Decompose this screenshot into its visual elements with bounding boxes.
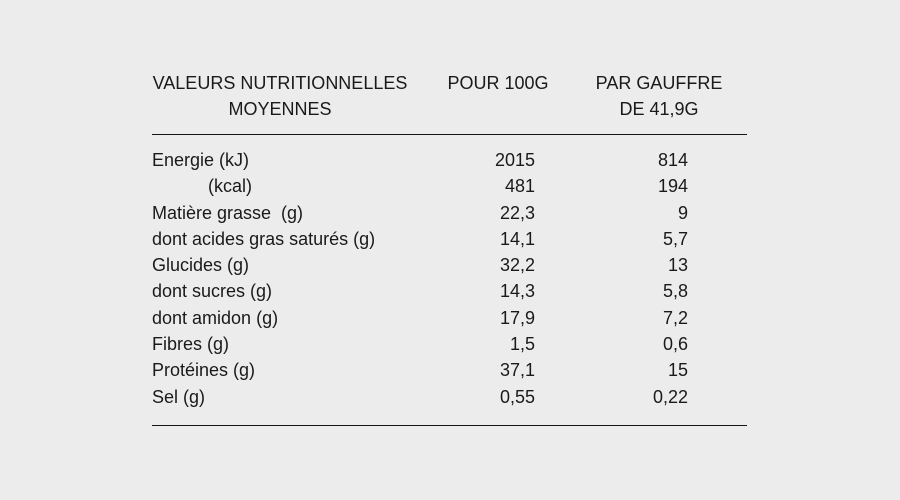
row-label: Sel (g) [152, 386, 206, 407]
value-per-gauffre: 0,22 [652, 386, 688, 407]
table-header: VALEURS NUTRITIONNELLES MOYENNES POUR 10… [152, 70, 747, 122]
value-per-gauffre: 0,6 [662, 334, 688, 355]
table-row: Sel (g) 0,55 0,22 [152, 384, 747, 410]
value-per-100g: 0,55 [499, 386, 535, 407]
value-per-100g: 32,2 [499, 255, 535, 276]
row-label: Fibres (g) [152, 334, 230, 355]
value-per-100g: 14,3 [499, 281, 535, 302]
table-row: Glucides (g) 32,2 13 [152, 252, 747, 278]
row-label: dont sucres (g) [152, 281, 273, 302]
header-col-averages: VALEURS NUTRITIONNELLES MOYENNES [152, 70, 437, 122]
row-label: Energie (kJ) [152, 150, 250, 170]
value-per-gauffre: 15 [667, 360, 688, 381]
table-row: dont acides gras saturés (g) 14,1 5,7 [152, 226, 747, 252]
value-per-100g: 1,5 [509, 334, 535, 355]
row-label: Glucides (g) [152, 255, 250, 276]
value-per-gauffre: 9 [677, 202, 688, 223]
value-per-100g: 22,3 [499, 202, 535, 223]
table-row: Fibres (g) 1,5 0,6 [152, 331, 747, 357]
value-per-100g: 37,1 [499, 360, 535, 381]
header-col-per-gauffre-line1: PAR GAUFFRE [595, 73, 723, 93]
row-label: (kcal) [208, 176, 252, 197]
value-per-gauffre: 194 [657, 176, 688, 197]
header-col-averages-line2: MOYENNES [228, 99, 332, 119]
header-col-per-gauffre: PAR GAUFFRE DE 41,9G [559, 70, 747, 122]
table-row: dont sucres (g) 14,3 5,8 [152, 278, 747, 304]
value-per-gauffre: 5,8 [662, 281, 688, 302]
table-row: Energie (kJ) 2015 814 [152, 147, 747, 173]
value-per-gauffre: 13 [667, 255, 688, 276]
header-col-per-gauffre-line2: DE 41,9G [619, 99, 699, 119]
row-label: dont acides gras saturés (g) [152, 228, 376, 249]
row-label: dont amidon (g) [152, 307, 279, 328]
row-label: Protéines (g) [152, 360, 256, 381]
header-col-per-100g-line1: POUR 100G [447, 73, 549, 93]
top-rule [152, 134, 747, 135]
header-col-averages-line1: VALEURS NUTRITIONNELLES [152, 73, 408, 93]
value-per-gauffre: 814 [657, 150, 688, 170]
value-per-100g: 481 [504, 176, 535, 197]
nutrition-table: VALEURS NUTRITIONNELLES MOYENNES POUR 10… [152, 70, 747, 426]
value-per-100g: 2015 [494, 150, 535, 170]
table-row: Matière grasse (g) 22,3 9 [152, 200, 747, 226]
bottom-rule [152, 424, 747, 426]
row-label: Matière grasse (g) [152, 202, 304, 223]
table-row: dont amidon (g) 17,9 7,2 [152, 305, 747, 331]
table-body: Energie (kJ) 2015 814 (kcal) 481 194 Mat… [152, 147, 747, 410]
header-col-per-100g: POUR 100G [437, 70, 559, 122]
value-per-100g: 17,9 [499, 307, 535, 328]
table-row: Protéines (g) 37,1 15 [152, 357, 747, 383]
value-per-gauffre: 7,2 [662, 307, 688, 328]
table-row: (kcal) 481 194 [152, 173, 747, 199]
value-per-gauffre: 5,7 [662, 228, 688, 249]
value-per-100g: 14,1 [499, 228, 535, 249]
